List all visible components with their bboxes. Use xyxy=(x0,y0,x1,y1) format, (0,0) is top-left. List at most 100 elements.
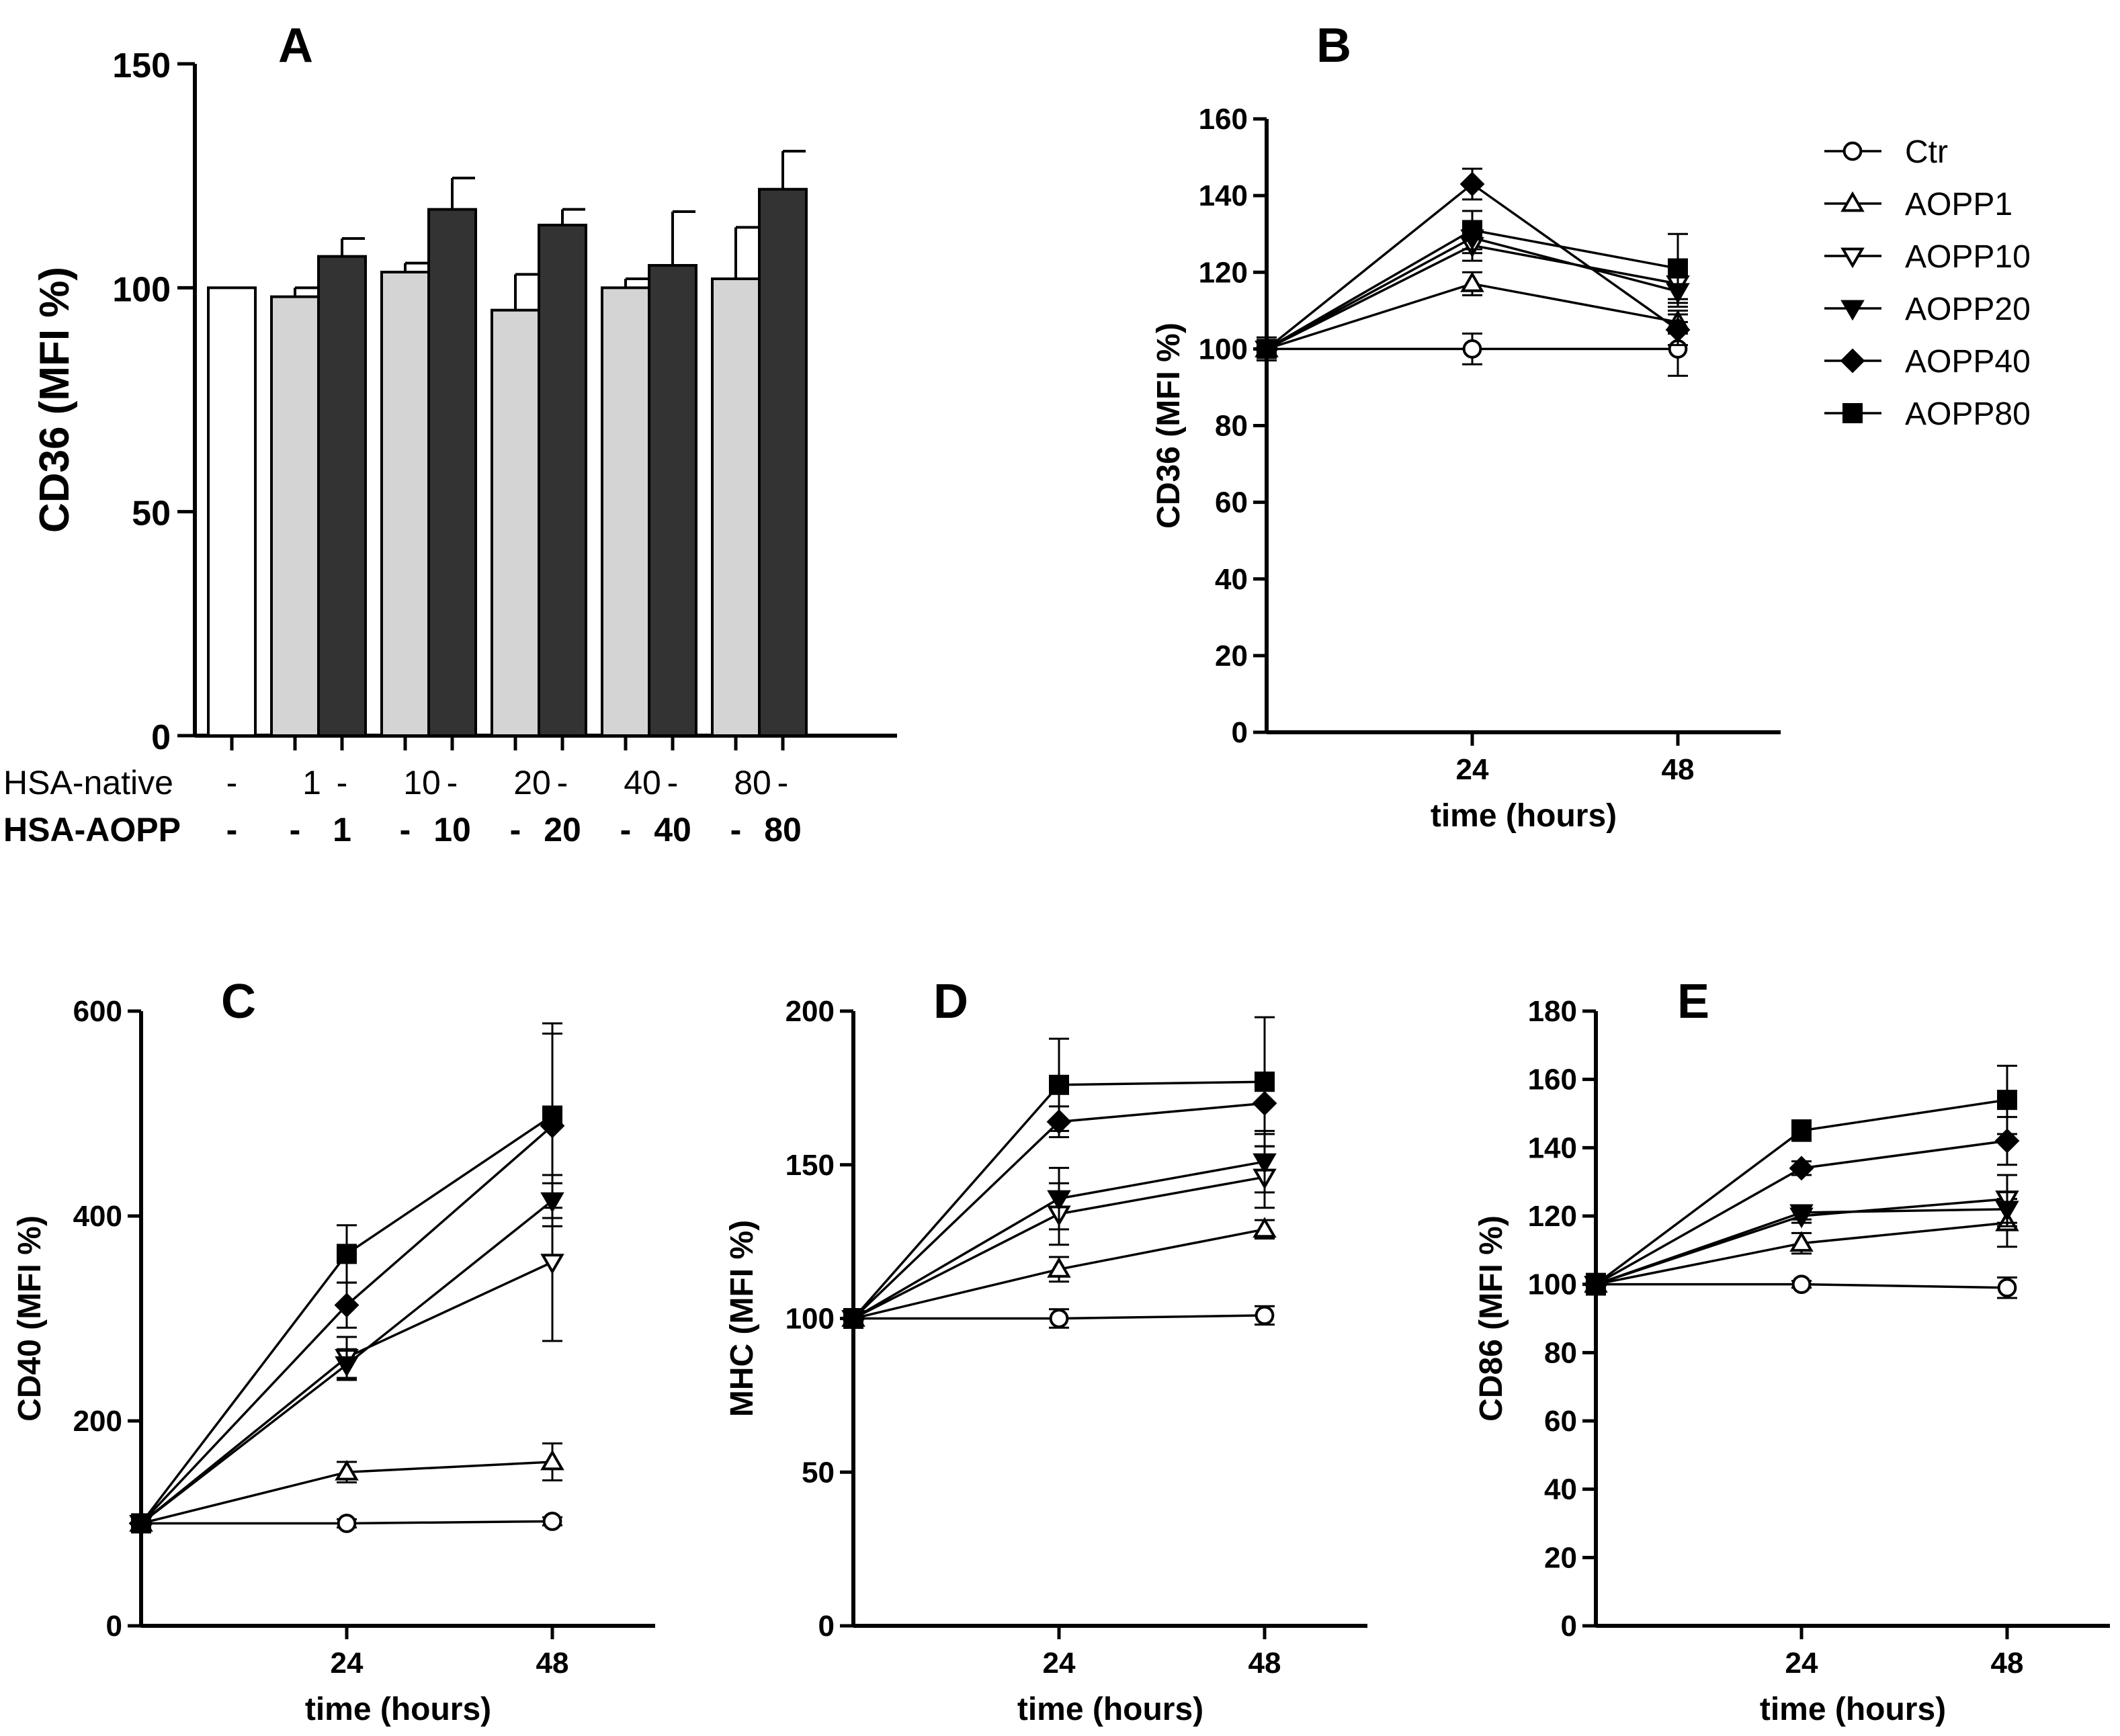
legend: Ctr AOPP1 AOPP10 AOPP20 AOPP40 AOPP80 xyxy=(1824,134,2031,432)
panel-b-y-tick-label: 40 xyxy=(1215,563,1248,596)
aopp-value: 20 xyxy=(544,811,581,849)
legend-label: AOPP10 xyxy=(1905,239,2031,275)
row-label-hsa-native: HSA-native xyxy=(3,764,173,801)
legend-label: AOPP20 xyxy=(1905,292,2031,327)
panel-e-y-tick-label: 160 xyxy=(1528,1064,1577,1096)
legend-label: Ctr xyxy=(1905,134,1948,170)
panel-a-y-tick-label: 50 xyxy=(132,494,171,533)
data-point xyxy=(131,1513,151,1534)
legend-label: AOPP40 xyxy=(1905,344,2031,380)
panel-e-y-tick-label: 140 xyxy=(1528,1131,1577,1164)
data-point xyxy=(1789,1231,1814,1252)
data-point xyxy=(1047,1257,1071,1278)
panel-e-y-tick-label: 180 xyxy=(1528,995,1577,1028)
native-value: - xyxy=(777,764,789,801)
legend-marker xyxy=(1840,191,1865,212)
panel-e-y-tick-label: 100 xyxy=(1528,1268,1577,1301)
data-point xyxy=(1462,220,1482,241)
data-point xyxy=(542,1512,562,1531)
panel-d-y-tick-label: 200 xyxy=(786,995,835,1028)
panel-a-y-tick-label: 0 xyxy=(151,718,171,757)
data-point xyxy=(1460,271,1484,292)
native-value: 20 xyxy=(513,764,551,801)
bar xyxy=(270,295,320,737)
panel-d-y-tick-label: 0 xyxy=(818,1610,835,1643)
panel-b-y-tick-label: 140 xyxy=(1199,179,1248,212)
series-aopp80 xyxy=(843,1016,1275,1329)
panel-e-y-label: CD86 (MFI %) xyxy=(1474,1215,1509,1422)
panel-e-title: E xyxy=(1677,975,1709,1029)
bar xyxy=(207,286,257,738)
legend-item-aopp20: AOPP20 xyxy=(1824,292,2031,327)
panel-c-y-label: CD40 (MFI %) xyxy=(12,1215,48,1422)
panel-c-x-label: time (hours) xyxy=(305,1692,491,1727)
panel-d-y-tick-label: 100 xyxy=(786,1303,835,1336)
data-point xyxy=(1049,1074,1069,1095)
panel-e-y-tick-label: 0 xyxy=(1561,1610,1577,1643)
panel-b-title: B xyxy=(1316,19,1351,73)
series-aopp80 xyxy=(1586,1064,2017,1296)
panel-c-x-tick-label: 48 xyxy=(536,1647,569,1680)
data-point xyxy=(1995,1201,2019,1222)
panel-b-y-label: CD36 (MFI %) xyxy=(1151,322,1187,529)
legend-marker xyxy=(1842,403,1863,423)
bar xyxy=(380,271,430,737)
data-point xyxy=(335,1356,359,1377)
legend-marker xyxy=(1840,300,1865,321)
series-aopp80 xyxy=(131,1022,562,1534)
legend-item-aopp10: AOPP10 xyxy=(1824,239,2031,275)
panel-e-x-tick-label: 24 xyxy=(1785,1647,1818,1680)
panel-c-y-tick-label: 400 xyxy=(73,1200,122,1233)
data-point xyxy=(1047,1190,1071,1211)
panel-b-y-tick-label: 0 xyxy=(1232,716,1248,749)
panel-e-y-tick-label: 60 xyxy=(1544,1405,1577,1438)
aopp-value: 1 xyxy=(333,811,351,849)
data-point xyxy=(1994,1128,2020,1154)
legend-item-ctr: Ctr xyxy=(1824,134,1948,170)
panel-b-x-label: time (hours) xyxy=(1431,798,1617,834)
legend-label: AOPP1 xyxy=(1905,187,2012,222)
panel-e-y-tick-label: 80 xyxy=(1544,1336,1577,1369)
panel-b: B 0 20 40 60 80 100 120 140 160 24 48 time (hours) CD… xyxy=(1151,19,1781,834)
series-line xyxy=(1265,182,1679,350)
data-point xyxy=(335,1459,359,1481)
bar xyxy=(317,255,367,737)
panel-c-y-tick-label: 200 xyxy=(73,1405,122,1438)
legend-marker xyxy=(1840,348,1865,374)
data-point xyxy=(1997,1090,2017,1111)
panel-c: C 0 200 400 600 24 48 time (hours) CD40 (MFI %) xyxy=(12,975,655,1727)
series-aopp20 xyxy=(841,1129,1277,1331)
series-ctr xyxy=(131,1512,562,1533)
data-point xyxy=(540,1449,564,1471)
data-point xyxy=(1586,1274,1606,1295)
panel-e-y-tick-label: 120 xyxy=(1528,1200,1577,1233)
bar xyxy=(758,187,808,737)
panel-e-x-label: time (hours) xyxy=(1760,1692,1946,1727)
aopp-value: - xyxy=(226,811,238,849)
panel-c-y-tick-label: 600 xyxy=(73,995,122,1028)
native-value: - xyxy=(557,764,568,801)
legend-item-aopp1: AOPP1 xyxy=(1824,187,2012,222)
native-value: 80 xyxy=(734,764,771,801)
legend-marker xyxy=(1840,247,1865,269)
aopp-value: - xyxy=(620,811,632,849)
panel-a: A 0 50 100 150 CD36 (MFI %) HSA-native HSA-AOPP… xyxy=(3,19,897,849)
panel-e-y-tick-label: 20 xyxy=(1544,1541,1577,1574)
series-aopp80 xyxy=(1257,210,1688,359)
panel-a-title: A xyxy=(278,19,313,73)
bar xyxy=(711,277,761,737)
data-point xyxy=(337,1244,357,1264)
panel-a-y-tick-label: 100 xyxy=(112,270,171,309)
legend-label: AOPP80 xyxy=(1905,396,2031,432)
panel-d-x-tick-label: 24 xyxy=(1043,1647,1076,1680)
panel-d: D 0 50 100 150 200 24 48 time (hours) MHC (MFI %) xyxy=(724,975,1367,1727)
panel-d-y-tick-label: 150 xyxy=(786,1149,835,1182)
data-point xyxy=(1668,258,1688,279)
data-point xyxy=(1462,339,1482,359)
data-point xyxy=(1789,1204,1814,1225)
data-point xyxy=(337,1514,357,1533)
panel-b-x-tick-label: 48 xyxy=(1662,753,1695,786)
panel-e: E 0 20 40 60 80 100 120 140 160 180 24 48 time (hours… xyxy=(1474,975,2110,1727)
data-point xyxy=(1791,1274,1812,1295)
